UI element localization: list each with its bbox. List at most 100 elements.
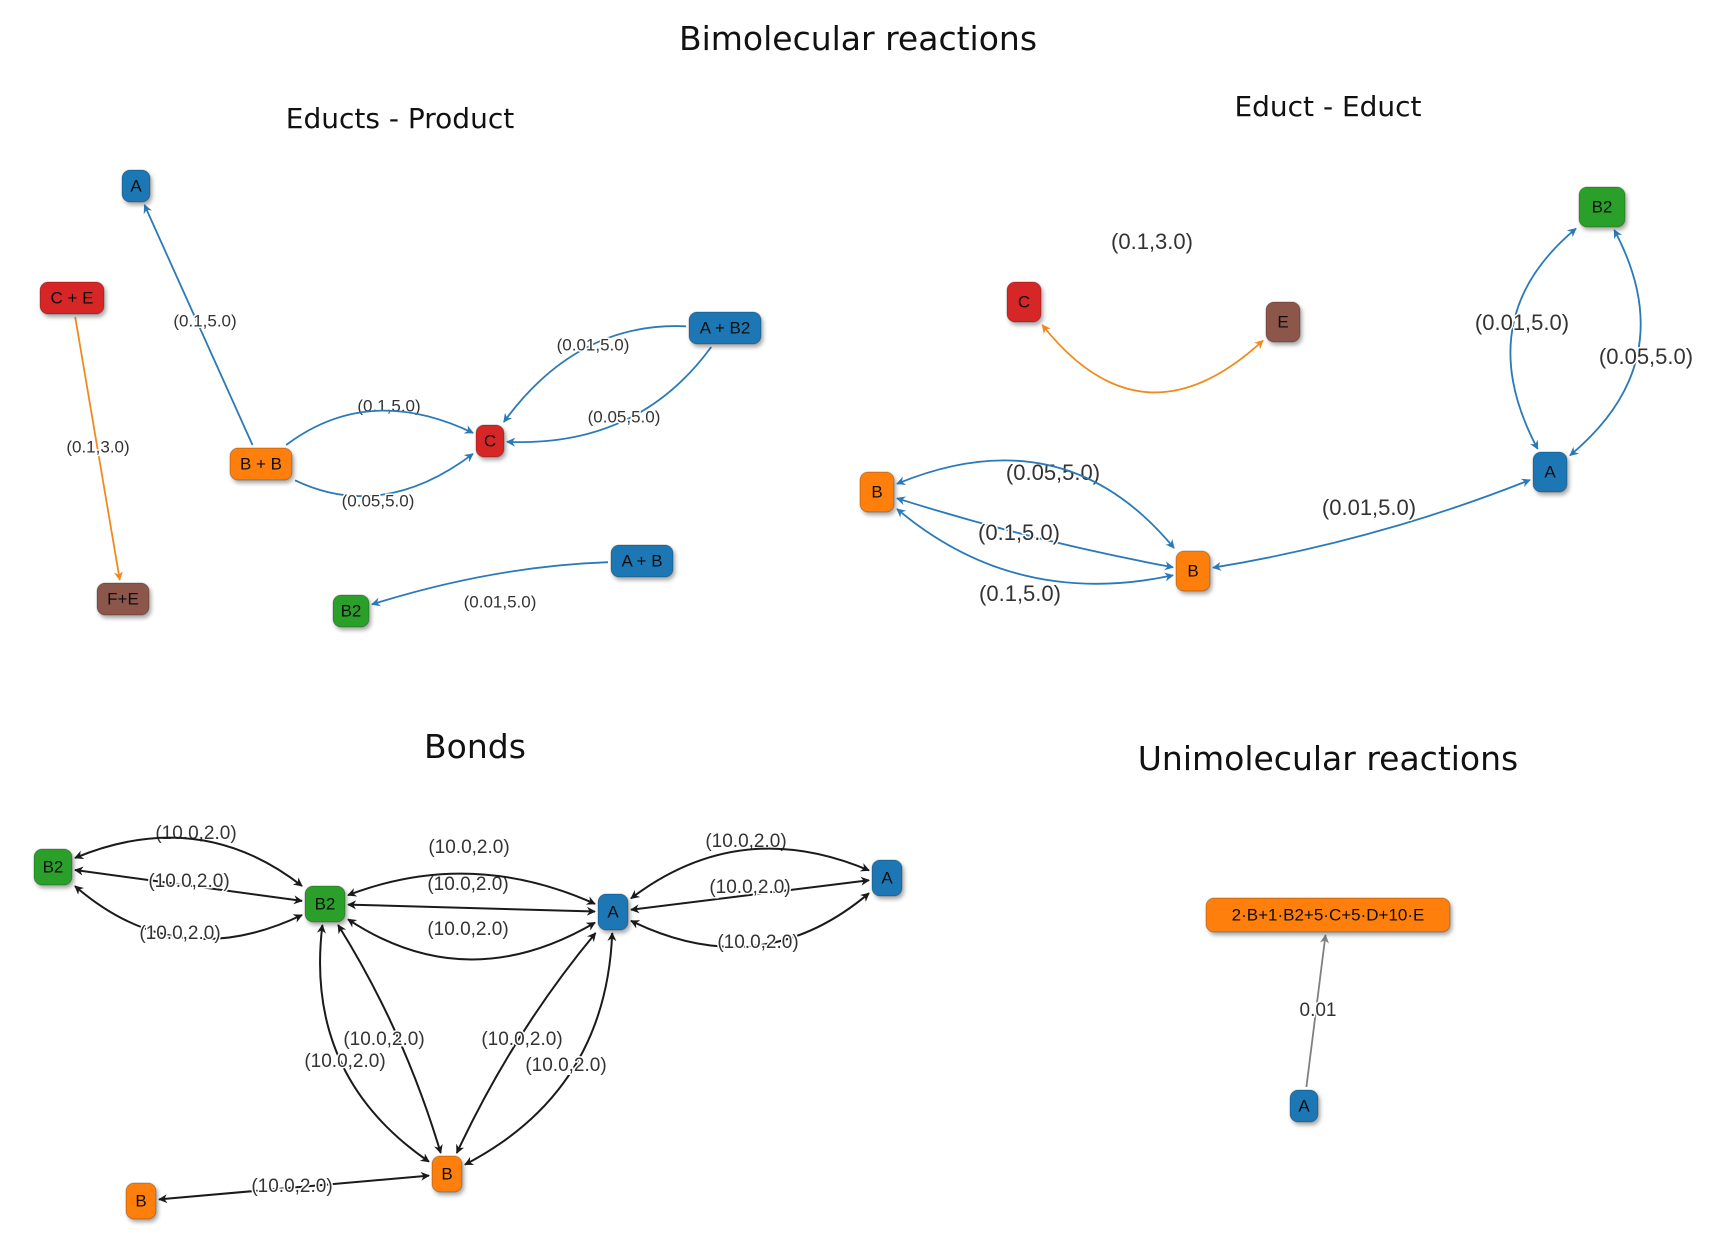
- node-label: C: [1018, 292, 1030, 311]
- edge-unimolecular-0: 0.01: [1298, 934, 1338, 1088]
- panel-title-educts-product: Educts - Product: [286, 102, 514, 135]
- edge-bonds-3: (10.0,2.0): [347, 836, 596, 961]
- edge-label: (10.0,2.0): [717, 932, 798, 953]
- node-educt-educt-Bc[interactable]: B: [1175, 550, 1211, 592]
- node-bonds-Bl[interactable]: B: [125, 1182, 157, 1220]
- edges-layer: (0.1,5.0) (0.1,3.0) (0.1,5.0) (0.05,5.0) (0.…: [65, 204, 1695, 1204]
- edge-label: (10.0,2.0): [427, 874, 508, 895]
- node-educt-educt-C[interactable]: C: [1006, 281, 1042, 323]
- edge-line: [503, 325, 687, 423]
- node-label: C + E: [51, 288, 94, 307]
- panel-titles: Educts - Product Educt - Educt Bonds Unimol…: [286, 90, 1518, 778]
- node-educt-educt-Bl[interactable]: B: [859, 471, 895, 513]
- edge-line: [285, 409, 474, 446]
- node-bonds-Ar[interactable]: A: [871, 859, 903, 897]
- edge-label: (10.0,2.0): [427, 919, 508, 940]
- node-educt-educt-A[interactable]: A: [1532, 451, 1568, 493]
- nodes-layer: A C + E A + B2 B + B C F+E B2 A + B C E B2 A B B B2 B2 A…: [33, 169, 1626, 1220]
- edge-line: [74, 885, 303, 941]
- node-box: [1532, 451, 1568, 493]
- edge-label: (10.0,2.0): [481, 1029, 562, 1050]
- edge-label: (10.0,2.0): [148, 871, 229, 892]
- node-educt-educt-E[interactable]: E: [1265, 301, 1301, 343]
- node-label: C: [484, 431, 496, 450]
- panel-title-unimolecular: Unimolecular reactions: [1138, 739, 1518, 778]
- edge-line: [896, 459, 1175, 549]
- node-label: B: [1187, 561, 1198, 580]
- edge-educt-educt-5: (0.1,5.0): [896, 459, 1175, 607]
- edge-line: [74, 836, 303, 887]
- node-educts-product-AB2[interactable]: A + B2: [688, 311, 762, 345]
- edge-line: [630, 892, 870, 948]
- edge-bonds-7: (10.0,2.0): [630, 876, 870, 914]
- edge-educt-educt-6: (0.01,5.0): [1212, 478, 1531, 571]
- edge-educts-product-0: (0.1,5.0): [143, 204, 254, 446]
- node-educts-product-BB[interactable]: B + B: [229, 447, 293, 481]
- node-bonds-Bb[interactable]: B: [431, 1155, 463, 1193]
- edge-line: [74, 316, 123, 581]
- page-title: Bimolecular reactions: [679, 19, 1037, 58]
- node-label: A: [1544, 462, 1556, 481]
- node-label: A: [1298, 1096, 1310, 1115]
- node-unimolecular-A[interactable]: A: [1289, 1089, 1319, 1123]
- node-educts-product-CE[interactable]: C + E: [39, 281, 105, 315]
- edge-bonds-10: (10.0,2.0): [337, 924, 443, 1154]
- node-box: [475, 424, 505, 458]
- node-educts-product-C[interactable]: C: [475, 424, 505, 458]
- node-label: B2: [1592, 197, 1613, 216]
- edge-bonds-4: (10.0,2.0): [347, 873, 596, 916]
- node-box: [597, 893, 629, 931]
- edge-line: [347, 900, 596, 916]
- edge-line: [143, 204, 254, 446]
- node-educts-product-A[interactable]: A: [121, 169, 151, 203]
- node-bonds-Ac[interactable]: A: [597, 893, 629, 931]
- edge-line: [1569, 229, 1642, 457]
- edge-label: (10.0,2.0): [251, 1176, 332, 1197]
- edge-line: [1305, 934, 1329, 1088]
- node-box: [1175, 550, 1211, 592]
- node-label: B: [135, 1191, 146, 1210]
- edge-label: (0.1,3.0): [1111, 229, 1193, 254]
- edge-line: [1509, 227, 1577, 450]
- node-bonds-B2l[interactable]: B2: [33, 848, 73, 886]
- panel-title-educt-educt: Educt - Educt: [1234, 90, 1421, 123]
- edge-line: [371, 561, 609, 607]
- node-box: [1006, 281, 1042, 323]
- node-educts-product-AB[interactable]: A + B: [610, 544, 674, 578]
- node-label: B2: [341, 601, 362, 620]
- edge-label: (0.1,5.0): [978, 520, 1060, 545]
- node-label: F+E: [107, 589, 139, 608]
- edge-line: [630, 847, 870, 900]
- edge-label: 0.01: [1300, 1000, 1337, 1021]
- node-unimolecular-P[interactable]: 2·B+1·B2+5·C+5·D+10·E: [1205, 897, 1451, 933]
- node-educts-product-FE[interactable]: F+E: [96, 582, 150, 616]
- node-box: [688, 311, 762, 345]
- node-label: B + B: [240, 454, 282, 473]
- node-label: 2·B+1·B2+5·C+5·D+10·E: [1232, 905, 1425, 924]
- node-label: A: [130, 176, 142, 195]
- node-label: A + B2: [700, 318, 751, 337]
- edge-label: (0.1,5.0): [173, 311, 236, 330]
- edge-label: (10.0,2.0): [709, 877, 790, 898]
- edge-bonds-0: (10.0,2.0): [74, 822, 303, 941]
- node-educt-educt-B2[interactable]: B2: [1578, 186, 1626, 228]
- edge-educts-product-1: (0.1,3.0): [65, 316, 131, 581]
- edge-line: [294, 453, 474, 498]
- edge-label: (10.0,2.0): [304, 1051, 385, 1072]
- edge-educt-educt-2: (0.05,5.0): [1569, 229, 1695, 457]
- edge-label: (10.0,2.0): [343, 1029, 424, 1050]
- edge-label: (0.01,5.0): [464, 592, 537, 611]
- node-label: B: [441, 1164, 452, 1183]
- edge-bonds-13: (10.0,2.0): [158, 1171, 430, 1204]
- edge-line: [506, 346, 712, 447]
- edge-label: (0.05,5.0): [1599, 344, 1693, 369]
- panel-title-bonds: Bonds: [424, 727, 526, 766]
- edge-educt-educt-0: (0.1,3.0): [1041, 227, 1264, 394]
- edge-bonds-6: (10.0,2.0): [630, 830, 870, 948]
- node-educts-product-B2[interactable]: B2: [332, 594, 370, 628]
- node-label: A + B: [621, 551, 662, 570]
- node-bonds-B2c[interactable]: B2: [304, 885, 346, 923]
- node-box: [1265, 301, 1301, 343]
- edge-line: [1212, 478, 1531, 571]
